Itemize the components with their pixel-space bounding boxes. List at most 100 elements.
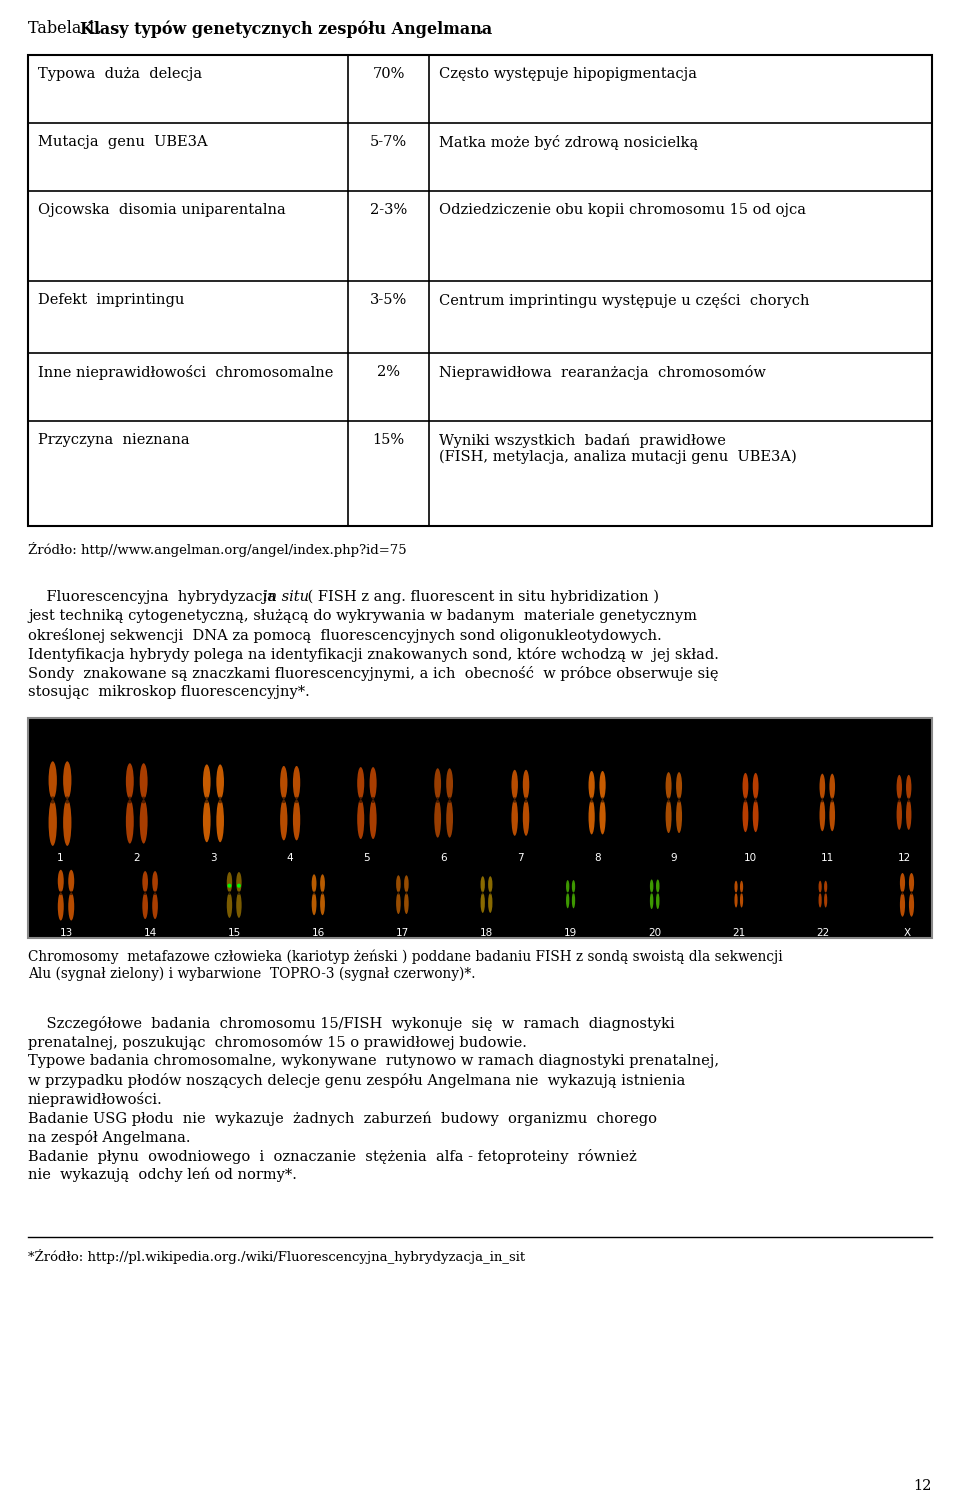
- Text: Identyfikacja hybrydy polega na identyfikacji znakowanych sond, które wchodzą w : Identyfikacja hybrydy polega na identyfi…: [28, 647, 719, 662]
- Text: 22: 22: [816, 928, 829, 938]
- Text: określonej sekwencji  DNA za pomocą  fluorescencyjnych sond oligonukleotydowych.: określonej sekwencji DNA za pomocą fluor…: [28, 629, 661, 644]
- Text: w przypadku płodów noszących delecje genu zespółu Angelmana nie  wykazują istnie: w przypadku płodów noszących delecje gen…: [28, 1073, 685, 1088]
- Text: 70%: 70%: [372, 66, 405, 82]
- Text: 6: 6: [441, 854, 447, 863]
- Ellipse shape: [280, 766, 287, 799]
- Ellipse shape: [227, 893, 232, 917]
- Text: 12: 12: [898, 854, 911, 863]
- Ellipse shape: [142, 893, 148, 919]
- Ellipse shape: [819, 893, 822, 908]
- Ellipse shape: [900, 891, 904, 895]
- Ellipse shape: [898, 798, 901, 802]
- Ellipse shape: [293, 799, 300, 840]
- Text: Typowa  duża  delecja: Typowa duża delecja: [38, 66, 203, 82]
- Text: Badanie  płynu  owodniowego  i  oznaczanie  stężenia  alfa - fetoproteiny  równi: Badanie płynu owodniowego i oznaczanie s…: [28, 1148, 636, 1163]
- Ellipse shape: [657, 891, 659, 895]
- Ellipse shape: [825, 891, 827, 895]
- Ellipse shape: [734, 893, 737, 908]
- Ellipse shape: [566, 891, 569, 895]
- Ellipse shape: [909, 873, 914, 893]
- Text: 13: 13: [60, 928, 73, 938]
- Ellipse shape: [735, 891, 737, 895]
- Ellipse shape: [572, 879, 575, 893]
- Ellipse shape: [58, 870, 63, 893]
- Ellipse shape: [236, 893, 242, 917]
- Bar: [28, 718, 932, 938]
- Text: Nieprawidłowa  rearanżacja  chromosomów: Nieprawidłowa rearanżacja chromosomów: [439, 366, 766, 379]
- Ellipse shape: [203, 765, 210, 799]
- Ellipse shape: [293, 766, 300, 799]
- Ellipse shape: [588, 799, 595, 834]
- Ellipse shape: [488, 876, 492, 893]
- Ellipse shape: [216, 765, 224, 799]
- Text: Badanie USG płodu  nie  wykazuje  żadnych  zaburzeń  budowy  organizmu  chorego: Badanie USG płodu nie wykazuje żadnych z…: [28, 1111, 657, 1126]
- Ellipse shape: [824, 893, 828, 908]
- Text: Wyniki wszystkich  badań  prawidłowe
(FISH, metylacja, analiza mutacji genu  UBE: Wyniki wszystkich badań prawidłowe (FISH…: [439, 434, 797, 464]
- Text: Przyczyna  nieznana: Przyczyna nieznana: [38, 434, 190, 447]
- Ellipse shape: [900, 893, 905, 917]
- Text: Klasy typów genetycznych zespółu Angelmana: Klasy typów genetycznych zespółu Angelma…: [80, 20, 492, 38]
- Ellipse shape: [142, 870, 148, 893]
- Text: 7: 7: [517, 854, 523, 863]
- Ellipse shape: [50, 796, 56, 804]
- Ellipse shape: [63, 762, 71, 799]
- Text: nie  wykazują  odchy leń od normy*.: nie wykazują odchy leń od normy*.: [28, 1168, 297, 1183]
- Text: Chromosomy  metafazowe człowieka (kariotyp żeński ) poddane badaniu FISH z sondą: Chromosomy metafazowe człowieka (karioty…: [28, 950, 782, 964]
- Ellipse shape: [588, 771, 595, 799]
- Ellipse shape: [677, 798, 682, 802]
- Ellipse shape: [396, 891, 400, 895]
- Text: 18: 18: [480, 928, 493, 938]
- Ellipse shape: [897, 775, 902, 799]
- Ellipse shape: [69, 891, 73, 895]
- Ellipse shape: [204, 796, 209, 804]
- Ellipse shape: [227, 872, 232, 893]
- Ellipse shape: [481, 876, 485, 893]
- Ellipse shape: [218, 796, 223, 804]
- Ellipse shape: [650, 879, 654, 893]
- Text: Często występuje hipopigmentacja: Często występuje hipopigmentacja: [439, 66, 697, 82]
- Ellipse shape: [481, 893, 485, 913]
- Ellipse shape: [599, 799, 606, 834]
- Text: 2-3%: 2-3%: [370, 202, 407, 218]
- Text: 4: 4: [287, 854, 294, 863]
- Ellipse shape: [396, 875, 400, 893]
- Circle shape: [228, 884, 231, 888]
- Ellipse shape: [281, 796, 286, 804]
- Ellipse shape: [830, 798, 834, 802]
- Ellipse shape: [489, 891, 492, 895]
- Text: 20: 20: [648, 928, 661, 938]
- Ellipse shape: [512, 799, 518, 836]
- Ellipse shape: [566, 879, 569, 893]
- Ellipse shape: [589, 798, 594, 802]
- Text: 15: 15: [228, 928, 241, 938]
- Ellipse shape: [743, 798, 748, 802]
- Ellipse shape: [446, 799, 453, 837]
- Ellipse shape: [824, 881, 828, 893]
- Text: Matka może być zdrową nosicielką: Matka może być zdrową nosicielką: [439, 134, 698, 150]
- Ellipse shape: [906, 775, 911, 799]
- Ellipse shape: [829, 774, 835, 799]
- Ellipse shape: [599, 771, 606, 799]
- Ellipse shape: [404, 875, 409, 893]
- Ellipse shape: [434, 768, 441, 799]
- Ellipse shape: [434, 799, 441, 837]
- Ellipse shape: [600, 798, 605, 802]
- Ellipse shape: [906, 799, 911, 830]
- Ellipse shape: [513, 798, 516, 802]
- Ellipse shape: [446, 768, 453, 799]
- Ellipse shape: [371, 796, 375, 802]
- Ellipse shape: [237, 891, 241, 895]
- Text: Źródło: http//www.angelman.org/angel/index.php?id=75: Źródło: http//www.angelman.org/angel/ind…: [28, 542, 407, 558]
- Text: nieprawidłowości.: nieprawidłowości.: [28, 1092, 163, 1108]
- Ellipse shape: [126, 799, 133, 843]
- Text: 19: 19: [564, 928, 577, 938]
- Text: na zespół Angelmana.: na zespół Angelmana.: [28, 1130, 190, 1145]
- Ellipse shape: [754, 798, 757, 802]
- Text: 5: 5: [364, 854, 371, 863]
- Ellipse shape: [49, 799, 57, 846]
- Ellipse shape: [236, 872, 242, 893]
- Ellipse shape: [312, 893, 317, 916]
- Text: ( FISH z ang. fluorescent in situ hybridization ): ( FISH z ang. fluorescent in situ hybrid…: [303, 589, 659, 604]
- Ellipse shape: [126, 763, 133, 799]
- Ellipse shape: [216, 799, 224, 842]
